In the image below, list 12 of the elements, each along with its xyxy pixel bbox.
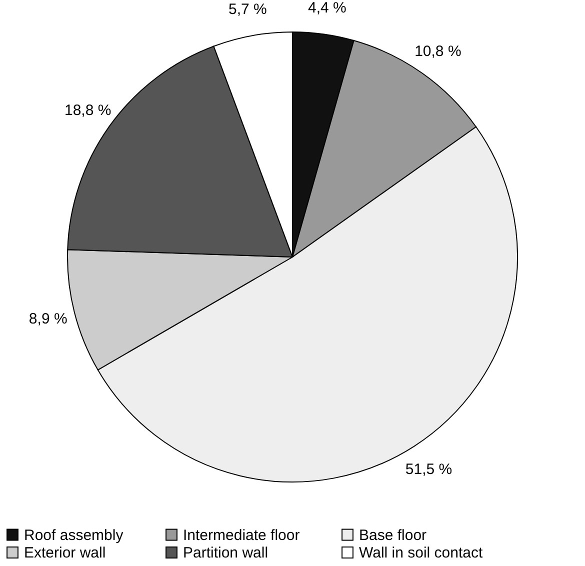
data-label: 5,7 % (228, 1, 267, 18)
data-label: 8,9 % (28, 310, 68, 328)
legend-label: Intermediate floor (183, 526, 300, 544)
data-label: 51,5 % (405, 460, 452, 478)
data-label: 10,8 % (414, 43, 462, 60)
legend-label: Exterior wall (24, 544, 106, 562)
legend-label: Wall in soil contact (359, 544, 484, 562)
data-label: 18,8 % (64, 102, 112, 119)
legend-label: Partition wall (183, 544, 268, 562)
legend-label: Base floor (359, 526, 427, 544)
data-label: 4,4 % (308, 0, 346, 16)
legend-label: Roof assembly (24, 526, 124, 544)
